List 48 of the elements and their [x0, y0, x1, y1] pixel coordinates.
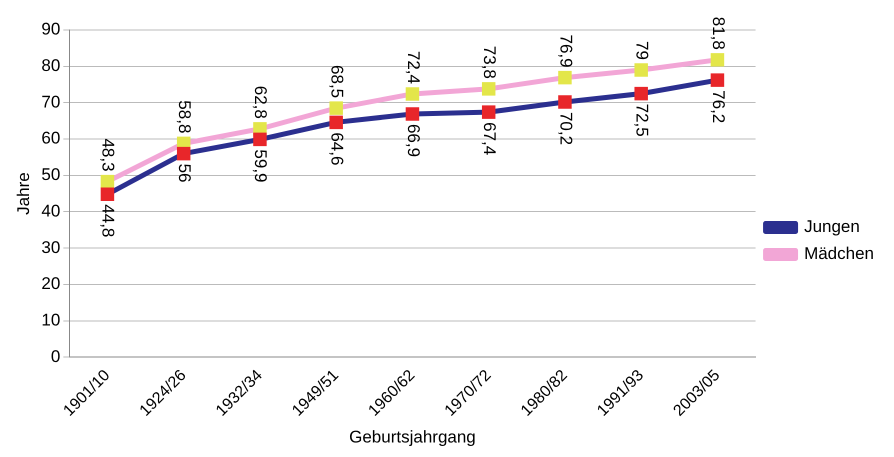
data-label: 76,2	[708, 90, 728, 124]
y-tick-label: 40	[41, 201, 60, 220]
x-axis-title: Geburtsjahrgang	[349, 427, 476, 446]
point	[176, 146, 190, 160]
data-label: 44,8	[98, 204, 118, 238]
point	[329, 116, 343, 130]
point	[253, 132, 267, 146]
point	[634, 63, 648, 77]
data-label: 73,8	[480, 46, 499, 79]
data-label: 62,8	[251, 86, 270, 119]
y-tick-label: 90	[41, 20, 60, 39]
point	[634, 86, 648, 100]
point	[100, 188, 114, 202]
point	[406, 107, 420, 121]
y-tick-label: 20	[41, 274, 60, 294]
data-label: 67,4	[480, 122, 499, 156]
data-label: 72,5	[632, 104, 652, 137]
point	[710, 73, 724, 87]
data-label: 72,4	[404, 50, 423, 84]
data-label: 76,9	[556, 34, 576, 68]
y-axis-title: Jahre	[14, 172, 33, 215]
point	[329, 101, 343, 115]
point	[482, 105, 496, 119]
data-label: 58,8	[175, 100, 194, 134]
data-label: 70,2	[556, 112, 576, 146]
data-label: 48,3	[98, 138, 118, 172]
y-tick-label: 60	[41, 128, 60, 148]
data-label: 64,6	[328, 132, 346, 166]
y-tick-label: 80	[41, 56, 60, 76]
y-tick-label: 10	[41, 310, 60, 330]
point	[100, 174, 114, 188]
point	[558, 70, 572, 84]
y-tick-label: 0	[50, 346, 60, 366]
y-tick-label: 50	[41, 165, 60, 184]
data-label: 81,8	[708, 16, 728, 50]
legend-label: Mädchen	[804, 244, 874, 264]
point	[710, 53, 724, 67]
data-label: 59,9	[251, 149, 270, 182]
point	[406, 87, 420, 101]
data-label: 66,9	[404, 124, 423, 158]
data-label: 79	[632, 41, 652, 60]
point	[482, 82, 496, 96]
data-label: 68,5	[328, 65, 346, 98]
y-tick-label: 30	[41, 238, 60, 257]
legend-label: Jungen	[804, 217, 860, 236]
data-label: 56	[175, 164, 194, 183]
point	[558, 95, 572, 109]
y-tick-label: 70	[41, 92, 60, 112]
